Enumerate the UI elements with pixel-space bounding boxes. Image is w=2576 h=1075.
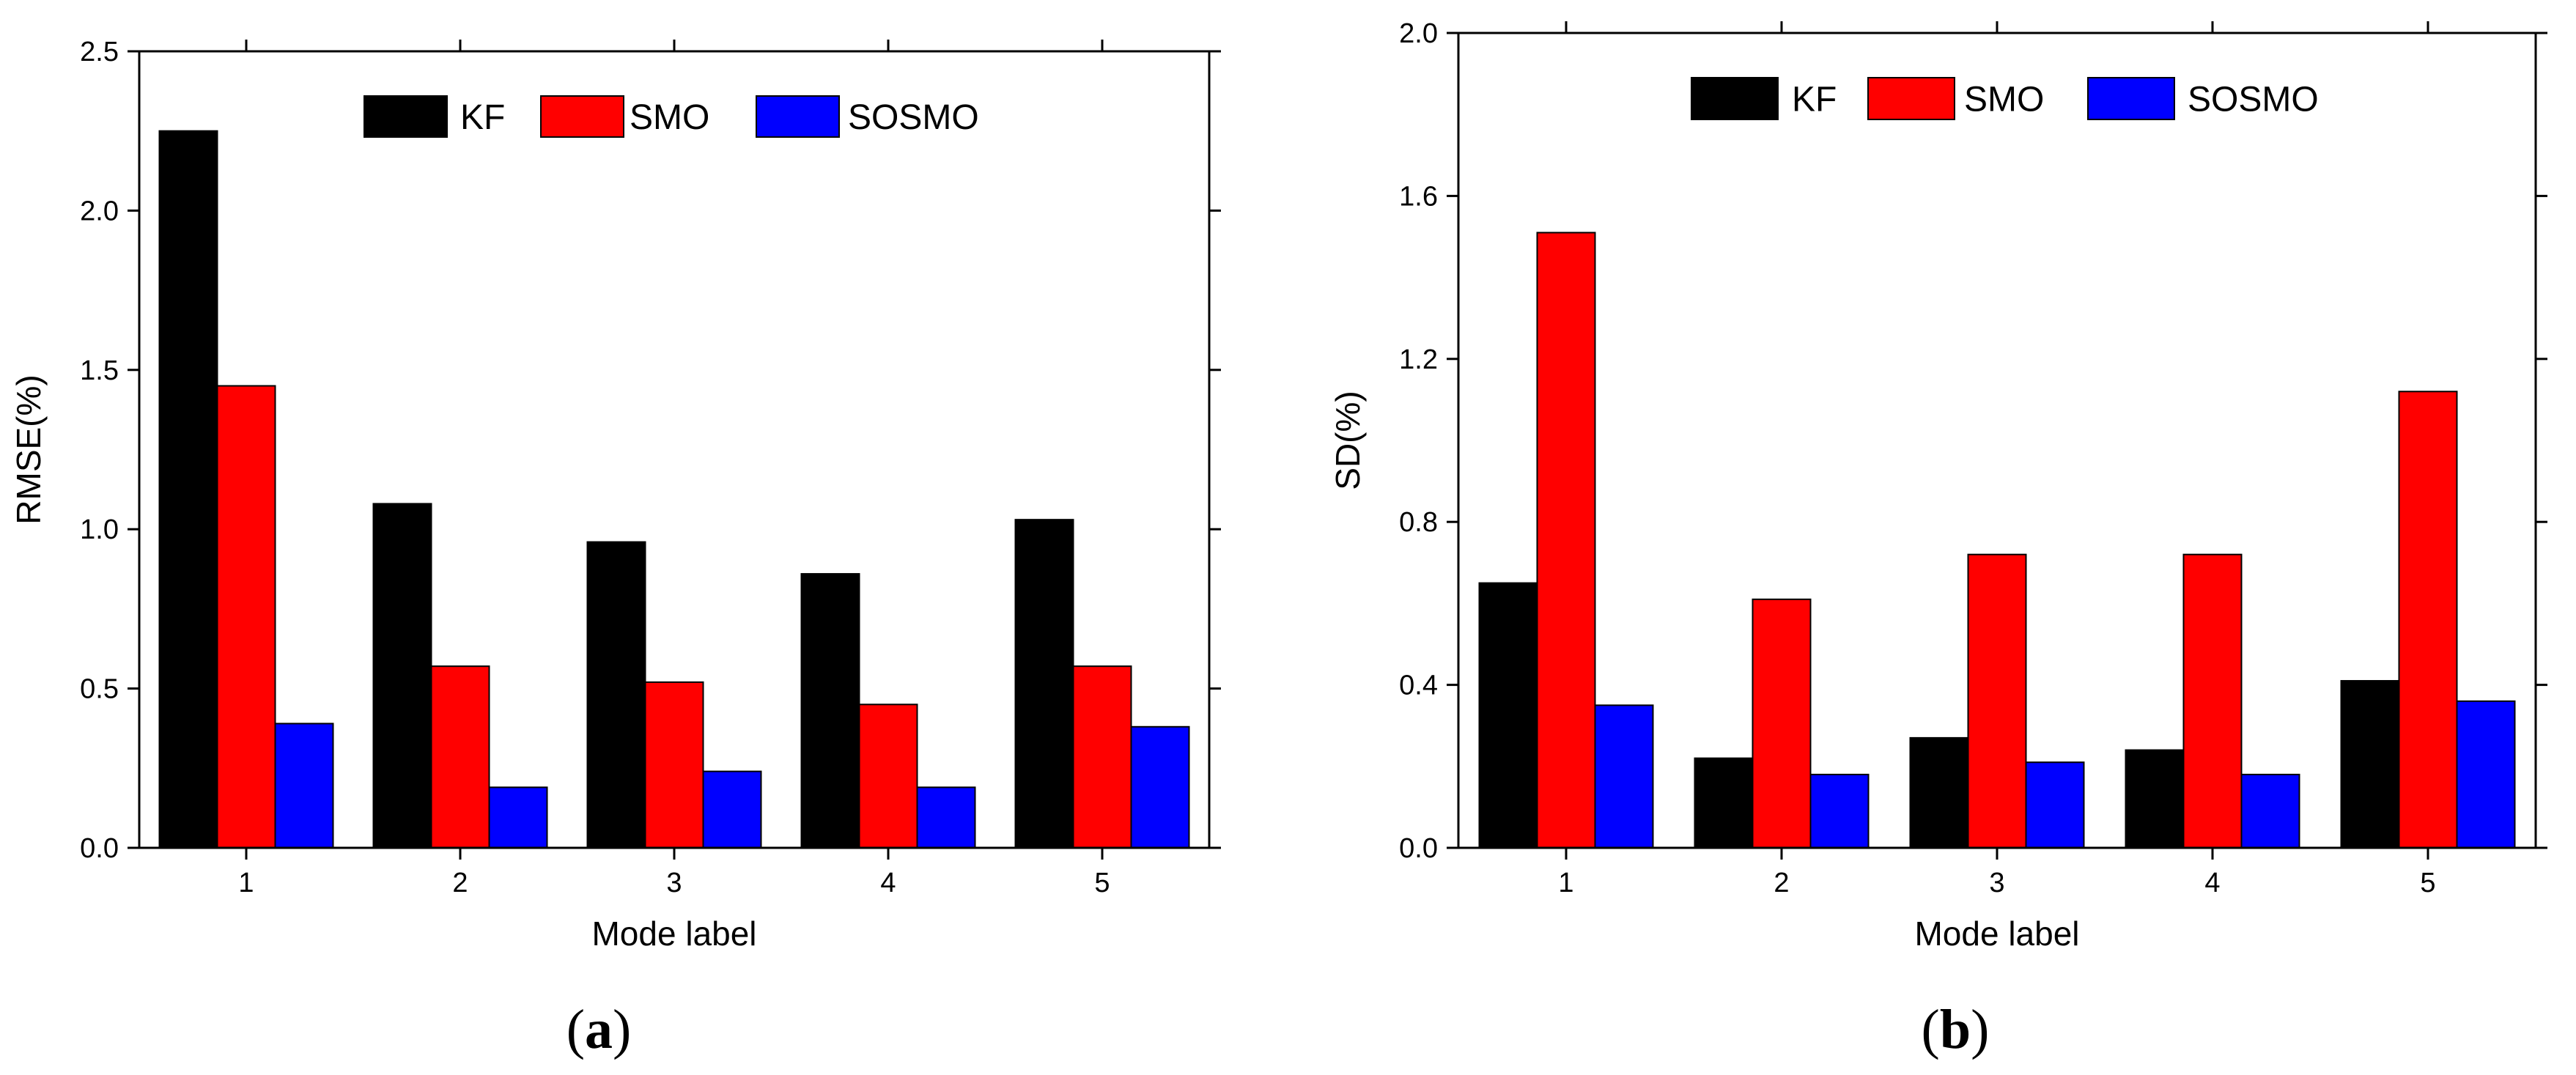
bar-sosmo-mode-2 [1809,773,1870,849]
legend-label-sosmo: SOSMO [848,98,979,137]
y-tick-label: 1.0 [80,514,119,545]
bar-sosmo-mode-5 [1130,725,1190,849]
x-tick-label: 3 [666,868,682,898]
y-tick-label: 0.4 [1399,671,1438,701]
bar-smo-mode-4 [2182,553,2243,849]
bar-sosmo-mode-4 [2240,773,2300,849]
y-tick-label: 1.2 [1399,344,1438,375]
bar-kf-mode-2 [372,503,432,849]
bar-smo-mode-2 [1752,598,1812,849]
y-tick-label: 0.0 [80,833,119,864]
bar-smo-mode-3 [1967,553,2027,849]
panel-letter: a [585,999,613,1060]
legend-swatch-sosmo [756,95,840,138]
y-tick-label: 1.5 [80,355,119,386]
y-tick-label: 2.5 [80,37,119,67]
legend-label-kf: KF [1792,81,1837,119]
bar-kf-mode-2 [1694,757,1754,849]
x-tick-label: 5 [2420,868,2435,898]
x-tick-label: 5 [1094,868,1110,898]
legend-swatch-smo [540,95,624,138]
bar-smo-mode-1 [216,385,276,849]
legend-label-sosmo: SOSMO [2188,81,2319,119]
legend-swatch-kf [363,95,448,138]
bar-smo-mode-5 [2398,391,2458,849]
y-tick-label: 2.0 [1399,18,1438,49]
x-axis-title: Mode label [1914,915,2079,953]
y-tick-label: 0.0 [1399,833,1438,864]
legend-label-smo: SMO [1964,81,2044,119]
x-tick-label: 2 [1774,868,1789,898]
x-tick-label: 4 [2204,868,2220,898]
bar-smo-mode-5 [1072,665,1132,849]
chart-panel-a: 0.0 0.5 1.0 1.5 2.0 2.5 1 2 3 4 5 Mode label RMSE(%)… [10,37,1221,1060]
y-axis-title: SD(%) [1329,391,1367,490]
bar-kf-mode-3 [1909,736,1969,849]
chart-panel-b: 0.0 0.4 0.8 1.2 1.6 2.0 1 2 3 4 5 Mode label SD(%) KF… [1329,18,2547,1060]
legend-label-kf: KF [460,98,505,137]
bar-sosmo-mode-3 [702,770,762,849]
x-tick-label: 2 [452,868,468,898]
bar-kf-mode-5 [2340,680,2400,849]
y-tick-label: 2.0 [80,196,119,226]
panel-letter: b [1940,999,1971,1060]
bar-smo-mode-2 [430,665,490,849]
bar-smo-mode-1 [1536,232,1596,849]
bar-kf-mode-3 [586,541,646,849]
y-tick-label: 1.6 [1399,181,1438,212]
y-tick-label: 0.8 [1399,507,1438,538]
legend-label-smo: SMO [630,98,709,137]
bar-smo-mode-3 [644,681,704,849]
bar-sosmo-mode-4 [916,786,976,849]
y-axis-title: RMSE(%) [10,374,48,524]
panel-label-a: (a) [567,999,632,1060]
legend-swatch-sosmo [2087,77,2175,120]
bar-sosmo-mode-3 [2025,761,2085,849]
bar-kf-mode-4 [800,573,860,849]
x-tick-label: 1 [1558,868,1573,898]
bar-smo-mode-4 [858,703,918,849]
bar-kf-mode-5 [1014,519,1074,849]
legend-swatch-smo [1867,77,1955,120]
y-tick-label: 0.5 [80,674,119,705]
bar-sosmo-mode-1 [274,723,334,849]
x-tick-label: 3 [1989,868,2004,898]
bar-kf-mode-4 [2125,749,2185,849]
panel-label-b: (b) [1922,999,1990,1060]
bar-kf-mode-1 [1478,582,1538,849]
x-axis-title: Mode label [591,915,756,953]
legend-swatch-kf [1691,77,1779,120]
x-tick-label: 4 [880,868,896,898]
bar-sosmo-mode-1 [1594,704,1654,849]
bar-sosmo-mode-5 [2456,700,2516,849]
x-tick-label: 1 [238,868,254,898]
bar-kf-mode-1 [158,130,218,849]
bar-sosmo-mode-2 [488,786,548,849]
